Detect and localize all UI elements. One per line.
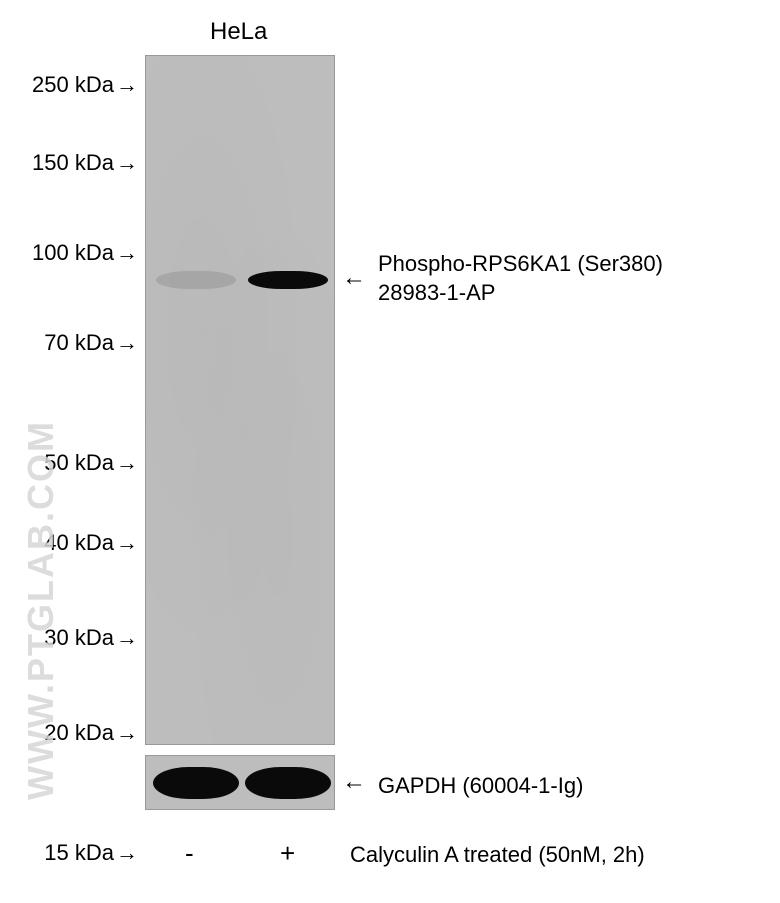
marker-20: 20 kDa→ [10,720,138,746]
plus-sign-text: + [280,838,295,868]
target-pointer-label: Phospho-RPS6KA1 (Ser380) 28983-1-AP [378,250,663,307]
arrow-icon: → [116,530,138,556]
target-band-minus-faint [156,271,236,289]
arrow-icon: → [116,720,138,746]
arrow-icon: → [116,840,138,866]
gapdh-band-minus [153,767,239,799]
marker-70: 70 kDa→ [10,330,138,356]
arrow-icon: → [116,450,138,476]
arrow-icon: → [116,625,138,651]
marker-15: 15 kDa→ [10,840,138,866]
main-blot-panel [145,55,335,745]
marker-30: 30 kDa→ [10,625,138,651]
treatment-text: Calyculin A treated (50nM, 2h) [350,842,645,867]
marker-50-text: 50 kDa [44,450,114,475]
marker-250: 250 kDa→ [10,72,138,98]
gapdh-pointer-label: GAPDH (60004-1-Ig) [378,772,583,801]
marker-150: 150 kDa→ [10,150,138,176]
arrow-icon: → [116,150,138,176]
marker-70-text: 70 kDa [44,330,114,355]
minus-sign-text: - [185,838,194,868]
marker-20-text: 20 kDa [44,720,114,745]
lane-minus-sign: - [185,838,194,869]
marker-40-text: 40 kDa [44,530,114,555]
target-label-line1: Phospho-RPS6KA1 (Ser380) [378,251,663,276]
arrow-icon: → [116,330,138,356]
lane-plus-sign: + [280,838,295,869]
target-label-line2: 28983-1-AP [378,280,495,305]
marker-15-text: 15 kDa [44,840,114,865]
marker-250-text: 250 kDa [32,72,114,97]
cell-line-text: HeLa [210,18,267,45]
marker-150-text: 150 kDa [32,150,114,175]
arrow-icon: → [116,240,138,266]
gapdh-label-text: GAPDH (60004-1-Ig) [378,773,583,798]
marker-30-text: 30 kDa [44,625,114,650]
target-pointer-arrow-icon: ← [342,264,366,292]
marker-40: 40 kDa→ [10,530,138,556]
marker-100-text: 100 kDa [32,240,114,265]
arrow-icon: → [116,72,138,98]
gapdh-pointer-arrow-icon: ← [342,768,366,796]
gapdh-band-plus [245,767,331,799]
loading-blot-panel [145,755,335,810]
blot-noise [146,56,334,744]
treatment-label: Calyculin A treated (50nM, 2h) [350,842,645,868]
target-band-plus [248,271,328,289]
wb-figure: HeLa 250 kDa→ 150 kDa→ 100 kDa→ 70 kDa→ … [0,0,780,903]
cell-line-header: HeLa [210,18,267,46]
marker-100: 100 kDa→ [10,240,138,266]
marker-50: 50 kDa→ [10,450,138,476]
